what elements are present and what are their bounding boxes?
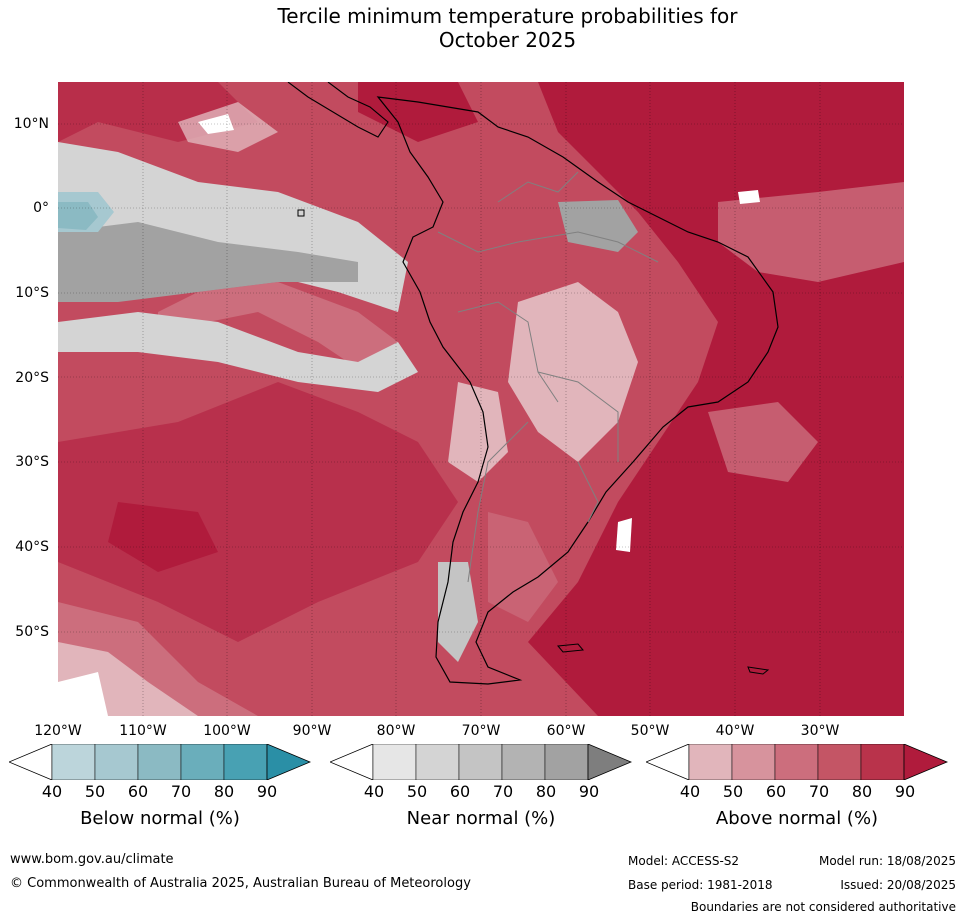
tick-label: 90: [256, 782, 278, 801]
country-borders: [437, 171, 659, 583]
above-color-box: [731, 744, 776, 780]
above-max-triangle: [903, 744, 948, 780]
tick-label: 90: [578, 782, 600, 801]
tick-label: 60: [127, 782, 149, 801]
tick-label: 40: [363, 782, 385, 801]
south-america-coastline: [376, 96, 779, 685]
map-title: Tercile minimum temperature probabilitie…: [0, 4, 965, 52]
lon-label-90w: 90°W: [292, 723, 332, 739]
above-color-box: [774, 744, 819, 780]
lat-label-30s: 30°S: [15, 454, 49, 470]
lat-label-10n: 10°N: [13, 116, 49, 132]
central-america-coastline: [287, 82, 389, 138]
base-period-text: Base period: 1981-2018: [628, 878, 773, 892]
near-color-box: [458, 744, 503, 780]
near-color-box: [501, 744, 546, 780]
disclaimer-text: Boundaries are not considered authoritat…: [690, 900, 956, 914]
above-color-box: [688, 744, 733, 780]
lat-label-0: 0°: [33, 200, 49, 216]
near-color-box: [372, 744, 417, 780]
tick-label: 50: [84, 782, 106, 801]
lat-label-10s: 10°S: [15, 285, 49, 301]
title-line-2: October 2025: [438, 28, 577, 52]
below-min-triangle: [9, 744, 53, 780]
colorbar-above-normal: [646, 744, 948, 780]
issued-text: Issued: 20/08/2025: [840, 878, 956, 892]
lon-label-80w: 80°W: [376, 723, 416, 739]
tick-label: 70: [170, 782, 192, 801]
graticule: [58, 82, 904, 716]
tick-label: 70: [492, 782, 514, 801]
tick-label: 60: [765, 782, 787, 801]
lat-label-50s: 50°S: [15, 624, 49, 640]
lon-label-100w: 100°W: [203, 723, 251, 739]
colorbar-near-normal: [330, 744, 632, 780]
above-color-box: [817, 744, 862, 780]
below-color-box: [137, 744, 182, 780]
tick-label: 40: [41, 782, 63, 801]
model-run-text: Model run: 18/08/2025: [818, 854, 956, 868]
below-normal-label: Below normal (%): [80, 808, 240, 829]
tick-label: 40: [679, 782, 701, 801]
tick-label: 90: [894, 782, 916, 801]
above-normal-label: Above normal (%): [715, 808, 879, 829]
map-canvas: [58, 82, 904, 716]
tick-label: 80: [213, 782, 235, 801]
near-color-box: [544, 744, 589, 780]
tick-label: 50: [722, 782, 744, 801]
above-color-box: [860, 744, 905, 780]
neutral-regions: [58, 114, 760, 716]
lon-label-70w: 70°W: [461, 723, 501, 739]
website-link[interactable]: www.bom.gov.au/climate: [10, 852, 174, 867]
lat-label-40s: 40°S: [15, 539, 49, 555]
model-text: Model: ACCESS-S2: [628, 854, 740, 868]
lat-label-20s: 20°S: [15, 370, 49, 386]
above-70-regions: [58, 182, 904, 716]
near-max-triangle: [587, 744, 632, 780]
tick-label: 50: [406, 782, 428, 801]
near-min-triangle: [330, 744, 374, 780]
below-max-triangle: [266, 744, 311, 780]
near-color-box: [415, 744, 460, 780]
tick-label: 60: [449, 782, 471, 801]
lon-label-110w: 110°W: [119, 723, 167, 739]
tick-label: 80: [851, 782, 873, 801]
lon-label-120w: 120°W: [34, 723, 82, 739]
title-line-1: Tercile minimum temperature probabilitie…: [277, 4, 738, 28]
lon-label-60w: 60°W: [546, 723, 586, 739]
copyright-text: © Commonwealth of Australia 2025, Austra…: [10, 876, 471, 891]
near-normal-regions: [58, 142, 638, 662]
below-color-box: [223, 744, 268, 780]
lon-label-50w: 50°W: [630, 723, 670, 739]
near-normal-label: Near normal (%): [406, 808, 556, 829]
probability-map: [58, 82, 904, 716]
below-color-box: [180, 744, 225, 780]
below-normal-regions: [58, 192, 114, 232]
below-color-box: [94, 744, 139, 780]
tick-label: 80: [535, 782, 557, 801]
colorbar-below-normal: [9, 744, 311, 780]
islands: [297, 209, 770, 675]
above-min-triangle: [646, 744, 690, 780]
lon-label-30w: 30°W: [800, 723, 840, 739]
below-color-box: [51, 744, 96, 780]
lon-label-40w: 40°W: [715, 723, 755, 739]
tick-label: 70: [808, 782, 830, 801]
